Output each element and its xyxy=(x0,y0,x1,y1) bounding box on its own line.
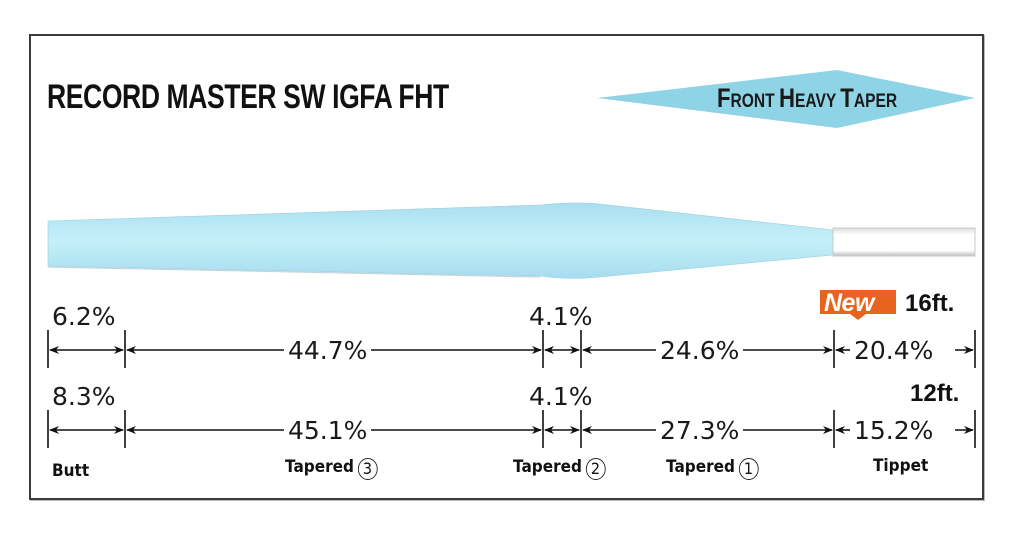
circled-number-3: 3 xyxy=(357,458,378,480)
taper-type-label: FRONT HEAVY TAPER xyxy=(717,83,898,113)
new-badge-shape xyxy=(820,290,896,320)
row1-tapered1-percent: 24.6% xyxy=(656,337,744,365)
row1-dimension-ticks xyxy=(47,330,976,368)
fly-line-body xyxy=(47,202,834,279)
segment-label-tapered-1: Tapered 1 xyxy=(666,457,759,480)
product-title: RECORD MASTER SW IGFA FHT xyxy=(47,78,449,116)
row1-butt-percent: 6.2% xyxy=(52,302,116,331)
segment-label-tapered-2: Tapered 2 xyxy=(513,457,606,480)
segment-label-butt: Butt xyxy=(52,461,90,481)
length-12ft-label: 12ft. xyxy=(910,380,960,407)
row2-tapered2-percent: 4.1% xyxy=(529,382,593,411)
row1-tapered2-percent: 4.1% xyxy=(529,302,593,331)
row1-tippet-percent: 20.4% xyxy=(850,337,938,365)
row1-tapered3-percent: 44.7% xyxy=(284,337,372,365)
new-badge: New xyxy=(824,289,874,317)
row2-dimension-ticks xyxy=(47,410,976,448)
row2-tapered3-percent: 45.1% xyxy=(284,417,372,445)
fly-line-tippet xyxy=(832,227,976,257)
circled-number-2: 2 xyxy=(585,458,606,480)
row2-tapered1-percent: 27.3% xyxy=(656,417,744,445)
circled-number-1: 1 xyxy=(738,458,759,480)
front-heavy-taper-badge: FRONT HEAVY TAPER xyxy=(597,70,975,130)
length-16ft-label: 16ft. xyxy=(905,290,955,317)
segment-label-tippet: Tippet xyxy=(873,456,929,476)
row2-tippet-percent: 15.2% xyxy=(850,417,938,445)
row2-butt-percent: 8.3% xyxy=(52,382,116,411)
segment-label-tapered-3: Tapered 3 xyxy=(285,457,378,480)
arrow-shape-icon xyxy=(597,70,975,128)
diagram-frame xyxy=(29,34,984,500)
